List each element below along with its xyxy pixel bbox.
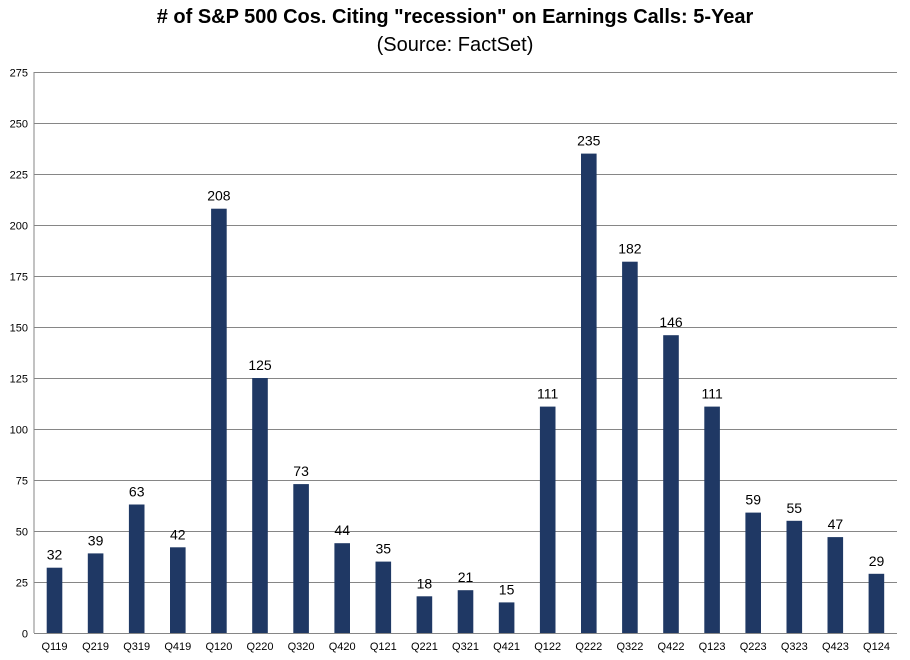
bar (46, 567, 63, 633)
data-label: 18 (417, 575, 433, 591)
bar (704, 406, 720, 633)
y-tick-label: 0 (22, 629, 28, 641)
y-tick-label: 150 (10, 323, 28, 335)
x-tick-label: Q422 (658, 641, 685, 653)
y-tick-label: 225 (10, 170, 28, 182)
data-label: 59 (745, 492, 761, 508)
bar (539, 406, 556, 633)
y-tick-label: 175 (10, 272, 28, 284)
data-label: 39 (88, 532, 104, 548)
data-label: 29 (869, 553, 885, 569)
x-axis-tick-labels: Q119 Q219 Q319 Q419 Q120 Q220 Q320 Q420 Q121 Q221… (41, 641, 890, 653)
x-tick-label: Q222 (575, 641, 602, 653)
x-tick-label: Q320 (288, 641, 315, 653)
chart-title: # of S&P 500 Cos. Citing "recession" on … (156, 6, 754, 28)
bar (87, 553, 104, 633)
x-tick-label: Q121 (370, 641, 397, 653)
y-tick-label: 275 (10, 68, 28, 80)
data-label: 182 (618, 241, 642, 257)
x-tick-label: Q122 (534, 641, 561, 653)
data-label: 44 (334, 522, 350, 538)
data-label: 111 (537, 386, 558, 402)
data-label: 73 (293, 463, 309, 479)
data-label: 21 (458, 569, 474, 585)
bar (334, 543, 350, 633)
y-tick-label: 75 (16, 476, 28, 488)
x-tick-label: Q221 (411, 641, 438, 653)
bars (46, 153, 885, 633)
x-tick-label: Q223 (740, 641, 767, 653)
data-label: 125 (248, 357, 272, 373)
gridlines (33, 72, 897, 634)
y-tick-label: 200 (10, 221, 28, 233)
x-tick-label: Q219 (82, 641, 109, 653)
x-tick-label: Q321 (452, 641, 479, 653)
x-tick-label: Q123 (699, 641, 726, 653)
bar (170, 547, 186, 633)
y-tick-label: 125 (10, 374, 28, 386)
x-tick-label: Q119 (41, 641, 67, 653)
bar (622, 261, 638, 633)
chart-subtitle: (Source: FactSet) (376, 34, 534, 56)
data-label: 55 (787, 500, 803, 516)
x-tick-label: Q420 (329, 641, 356, 653)
bar (293, 484, 309, 633)
bar (827, 537, 844, 633)
x-tick-label: Q220 (247, 641, 274, 653)
x-tick-label: Q322 (616, 641, 643, 653)
data-label: 32 (47, 547, 63, 563)
data-label: 146 (659, 314, 683, 330)
bar (252, 378, 268, 633)
x-tick-label: Q319 (123, 641, 150, 653)
data-label: 63 (129, 484, 145, 500)
x-tick-label: Q120 (205, 641, 232, 653)
bar (416, 596, 433, 633)
bar (457, 590, 474, 633)
data-label: 111 (701, 386, 722, 402)
x-tick-label: Q423 (822, 641, 849, 653)
y-tick-label: 50 (16, 527, 28, 539)
bar (498, 602, 515, 633)
bar (786, 520, 803, 633)
bar (663, 335, 679, 633)
data-label: 15 (499, 581, 515, 597)
y-tick-label: 25 (16, 578, 28, 590)
x-tick-label: Q421 (493, 641, 520, 653)
bar (745, 512, 761, 633)
bar (375, 561, 392, 633)
bar (128, 504, 145, 633)
data-label: 35 (376, 541, 392, 557)
y-axis-tick-labels: 0 25 50 75 100 125 150 175 200 225 250 275 (10, 68, 28, 641)
bar (868, 573, 885, 633)
x-tick-label: Q419 (164, 641, 191, 653)
x-tick-label: Q124 (863, 641, 890, 653)
data-label: 47 (828, 516, 844, 532)
x-tick-label: Q323 (781, 641, 808, 653)
data-label: 42 (170, 526, 186, 542)
data-label: 208 (207, 188, 231, 204)
data-labels: 32 39 63 42 208 125 73 44 35 18 21 15 111 235 182 146 11… (47, 133, 885, 598)
y-tick-label: 250 (10, 119, 28, 131)
data-label: 235 (577, 133, 601, 149)
bar (211, 208, 227, 633)
bar (581, 153, 597, 633)
y-tick-label: 100 (10, 425, 28, 437)
